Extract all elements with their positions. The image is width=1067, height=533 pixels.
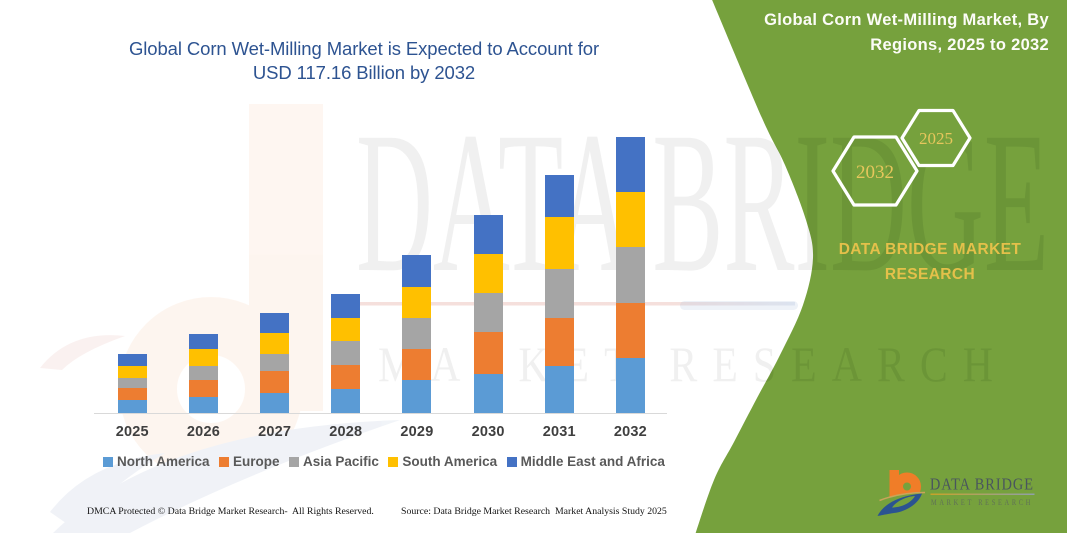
logo-underline (930, 493, 1035, 495)
watermark-underline-blue-glow (680, 301, 798, 310)
logo-swoosh-cutout (892, 496, 915, 508)
logo-swoosh (877, 493, 922, 516)
logo-boat-line (879, 491, 926, 502)
hexagon-group: 2032 2025 (831, 108, 972, 207)
watermark-logo-b (40, 104, 400, 533)
watermark-red-wing (40, 335, 125, 370)
watermark-underline (358, 302, 795, 306)
watermark-b-bowl (119, 297, 303, 481)
hexagon-2025-label: 2025 (919, 129, 953, 148)
hexagon-2032 (831, 135, 919, 207)
data-bridge-logo: DATA BRIDGE MARKET RESEARCH (877, 470, 1035, 520)
hexagon-2025 (900, 108, 972, 168)
logo-wordmark: DATA BRIDGE (930, 475, 1034, 494)
watermark-blue-swoosh (53, 420, 400, 533)
logo-tagline: MARKET RESEARCH (931, 498, 1033, 507)
hexagon-2032-label: 2032 (856, 162, 894, 183)
watermark-blue-crescent (50, 453, 165, 530)
